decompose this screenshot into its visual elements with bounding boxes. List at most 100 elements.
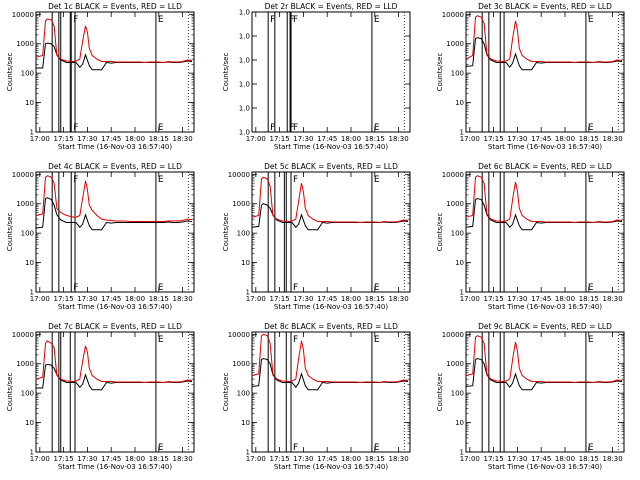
x-tick-label: 17:30 xyxy=(77,295,97,303)
y-tick-label: 10000 xyxy=(442,11,464,19)
event-marker-label: F xyxy=(270,15,275,25)
y-tick-label: 1 xyxy=(460,449,464,457)
series-events-line xyxy=(465,198,623,231)
y-tick-label: 10 xyxy=(241,259,250,267)
event-marker-label-bottom: F xyxy=(73,123,78,133)
event-marker-label-bottom: E xyxy=(374,123,380,133)
x-tick-label: 18:15 xyxy=(365,455,385,463)
y-axis-label: Counts/sec xyxy=(436,373,444,412)
x-tick-label: 17:00 xyxy=(246,455,266,463)
y-tick-label: 10000 xyxy=(12,331,34,339)
y-tick-label: 1 xyxy=(246,289,250,297)
x-tick-label: 18:15 xyxy=(365,135,385,143)
x-tick-label: 18:00 xyxy=(125,135,145,143)
x-tick-label: 18:00 xyxy=(341,135,361,143)
detector-panel-3: Det 3c BLACK = Events, RED = LLD 17:00 17:… xyxy=(436,2,625,151)
y-tick-label: 100 xyxy=(237,230,250,238)
series-events-line xyxy=(36,363,193,391)
y-tick-label: 10000 xyxy=(12,11,34,19)
event-marker-label-bottom: E xyxy=(158,283,164,293)
x-tick-label: 18:00 xyxy=(555,295,575,303)
y-tick-label: 1 xyxy=(30,129,34,137)
x-tick-label: 17:45 xyxy=(317,135,337,143)
x-tick-label: 17:45 xyxy=(101,135,121,143)
series-lld-line xyxy=(465,15,623,64)
y-tick-label: 1 xyxy=(30,449,34,457)
x-tick-label: 17:15 xyxy=(484,295,504,303)
x-tick-label: 17:30 xyxy=(77,135,97,143)
y-tick-label: 1000 xyxy=(16,200,34,208)
y-tick-label: 1.0 xyxy=(239,9,250,17)
plot-frame xyxy=(251,171,411,293)
y-tick-label: 1 xyxy=(30,289,34,297)
y-tick-label: 1000 xyxy=(16,40,34,48)
x-tick-label: 17:15 xyxy=(54,135,74,143)
x-tick-label: 17:00 xyxy=(30,455,50,463)
panel-title: Det 2r BLACK = Events, RED = LLD xyxy=(265,2,398,11)
x-tick-label: 17:15 xyxy=(484,455,504,463)
y-axis-label: Counts/sec xyxy=(222,373,230,412)
y-tick-label: 1.0 xyxy=(239,81,250,89)
event-marker-label-bottom: F xyxy=(73,283,78,293)
detector-panel-6: Det 6c BLACK = Events, RED = LLD 17:00 17:… xyxy=(436,162,625,311)
x-tick-label: 17:30 xyxy=(293,135,313,143)
event-marker-label-bottom: E xyxy=(588,283,594,293)
y-tick-label: 10 xyxy=(455,99,464,107)
detector-panel-7: Det 7c BLACK = Events, RED = LLD 17:00 17:… xyxy=(6,322,195,471)
series-lld-line xyxy=(465,175,623,224)
y-tick-label: 100 xyxy=(451,390,464,398)
y-tick-label: 1.0 xyxy=(239,129,250,137)
x-tick-label: 17:45 xyxy=(101,295,121,303)
y-tick-label: 100 xyxy=(451,70,464,78)
y-tick-label: 100 xyxy=(21,70,34,78)
event-marker-label: E xyxy=(374,175,380,185)
series-lld-line xyxy=(35,340,193,384)
y-tick-label: 100 xyxy=(451,230,464,238)
x-tick-label: 18:30 xyxy=(172,455,192,463)
x-tick-label: 17:30 xyxy=(507,135,527,143)
panel-title: Det 4c BLACK = Events, RED = LLD xyxy=(48,162,182,171)
x-tick-label: 17:00 xyxy=(246,135,266,143)
event-marker-label: F xyxy=(73,175,78,185)
x-tick-label: 17:30 xyxy=(507,295,527,303)
x-tick-label: 18:15 xyxy=(149,455,169,463)
x-tick-label: 18:15 xyxy=(579,135,599,143)
y-tick-label: 1000 xyxy=(446,360,464,368)
x-tick-label: 17:30 xyxy=(77,455,97,463)
y-tick-label: 1.0 xyxy=(239,57,250,65)
event-marker-label-bottom: E xyxy=(374,283,380,293)
x-tick-label: 17:45 xyxy=(531,295,551,303)
x-tick-label: 17:30 xyxy=(293,455,313,463)
plot-frame xyxy=(35,11,195,133)
x-tick-label: 18:30 xyxy=(602,295,622,303)
event-marker-label-bottom: E xyxy=(158,443,164,453)
x-tick-label: 18:00 xyxy=(341,455,361,463)
x-tick-label: 18:30 xyxy=(172,135,192,143)
x-axis-label: Start Time (16-Nov-03 16:57:40) xyxy=(274,303,388,311)
y-tick-label: 10 xyxy=(25,259,34,267)
x-axis-label: Start Time (16-Nov-03 16:57:40) xyxy=(488,143,602,151)
plot-frame xyxy=(465,171,625,293)
x-tick-label: 17:00 xyxy=(460,135,480,143)
series-events-line xyxy=(465,358,623,391)
y-axis-label: Counts/sec xyxy=(6,53,14,92)
event-marker-label-bottom: F xyxy=(293,123,298,133)
detector-panel-5: Det 5c BLACK = Events, RED = LLD 17:00 17:… xyxy=(222,162,411,311)
event-marker-label: E xyxy=(374,15,380,25)
x-tick-label: 18:00 xyxy=(555,455,575,463)
y-tick-label: 1.0 xyxy=(239,105,250,113)
y-tick-label: 1000 xyxy=(446,40,464,48)
x-tick-label: 17:45 xyxy=(531,135,551,143)
x-tick-label: 18:30 xyxy=(172,295,192,303)
x-tick-label: 17:00 xyxy=(460,455,480,463)
event-marker-label: F xyxy=(293,335,298,345)
x-axis-label: Start Time (16-Nov-03 16:57:40) xyxy=(274,463,388,471)
y-tick-label: 10 xyxy=(25,419,34,427)
y-tick-label: 10 xyxy=(455,259,464,267)
x-axis-label: Start Time (16-Nov-03 16:57:40) xyxy=(58,463,172,471)
x-tick-label: 17:15 xyxy=(54,295,74,303)
y-tick-label: 10 xyxy=(25,99,34,107)
y-axis-label: Counts/sec xyxy=(436,213,444,252)
x-tick-label: 17:00 xyxy=(30,135,50,143)
plot-frame xyxy=(35,171,195,293)
